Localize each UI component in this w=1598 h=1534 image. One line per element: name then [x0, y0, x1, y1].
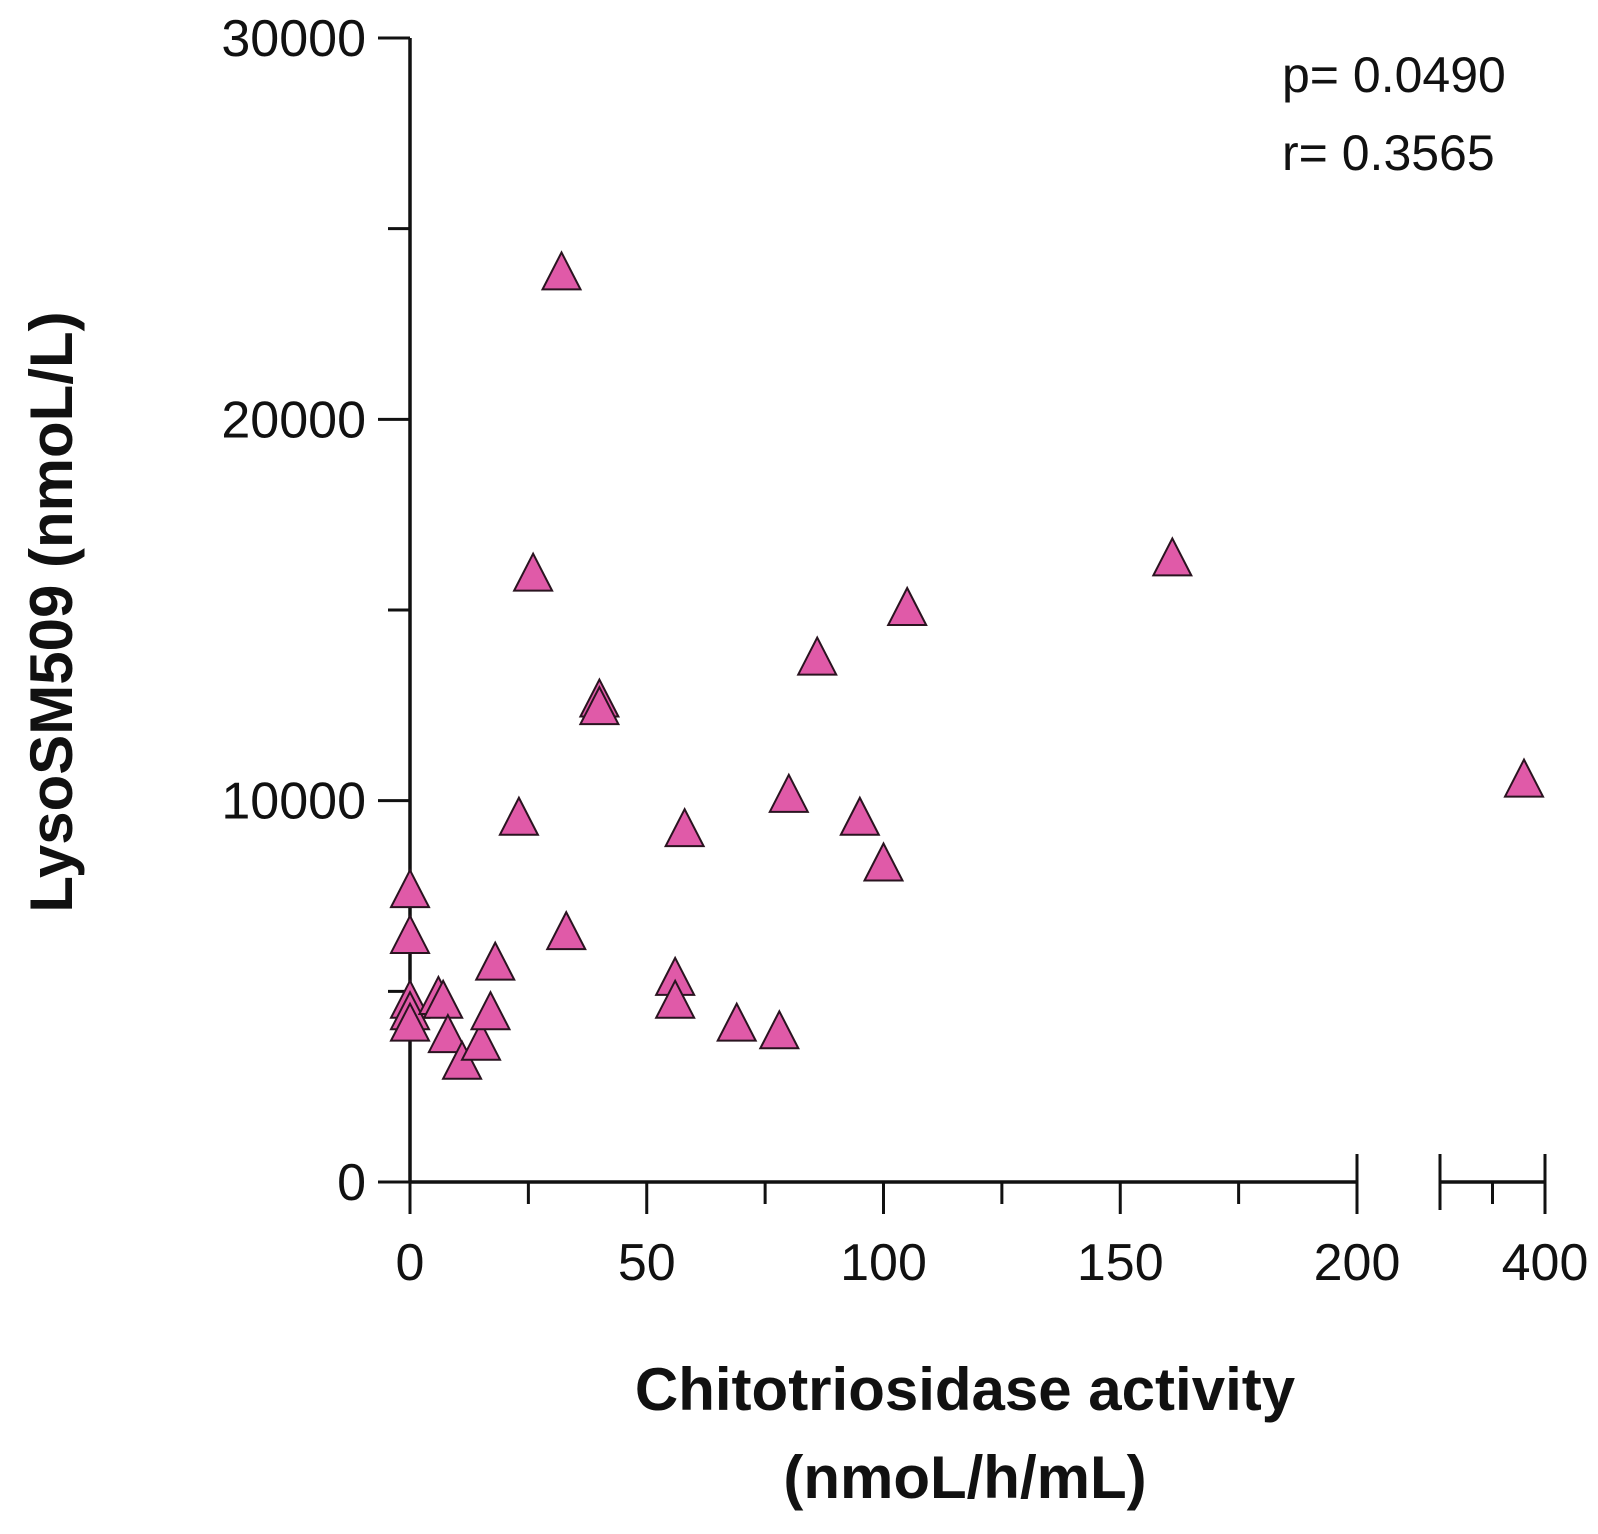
data-point-triangle — [460, 1020, 502, 1061]
data-point-triangle — [1503, 757, 1545, 798]
data-point-triangle — [498, 795, 540, 836]
data-point-triangle — [545, 909, 587, 951]
data-point-triangle — [886, 585, 928, 626]
y-axis-title: LysoSM509 (nmoL/L) — [18, 311, 85, 912]
data-point-triangle — [716, 1001, 758, 1042]
data-point-triangle — [540, 250, 583, 291]
x-tick-label: 150 — [1077, 1234, 1164, 1292]
y-tick-label: 30000 — [221, 10, 366, 68]
x-axis-title-line2: (nmoL/h/mL) — [783, 1444, 1146, 1511]
data-point-triangle — [663, 806, 706, 848]
data-point-triangle — [758, 1009, 800, 1050]
data-point-triangle — [389, 913, 431, 954]
r-value-annotation: r= 0.3565 — [1282, 125, 1495, 181]
x-tick-label: 200 — [1314, 1234, 1401, 1292]
y-axis: 0 10000 20000 30000 — [221, 10, 412, 1212]
p-value-annotation: p= 0.0490 — [1282, 47, 1506, 103]
x-axis: 0 50 100 150 200 400 — [396, 1154, 1589, 1292]
data-point-triangle — [768, 772, 810, 813]
data-point-triangle — [578, 684, 621, 726]
data-point-triangle — [427, 1012, 469, 1054]
data-points — [389, 250, 1545, 1080]
y-tick-label: 10000 — [221, 773, 366, 831]
data-point-triangle — [389, 867, 431, 909]
data-point-triangle — [796, 635, 838, 676]
data-point-triangle — [839, 795, 881, 836]
x-tick-label: 50 — [618, 1234, 676, 1292]
data-point-triangle — [422, 978, 464, 1019]
data-point-triangle — [469, 990, 512, 1031]
y-tick-label: 20000 — [221, 391, 366, 449]
data-point-triangle — [474, 940, 516, 981]
data-point-triangle — [654, 978, 696, 1019]
data-point-triangle — [862, 841, 905, 882]
data-point-triangle — [512, 551, 554, 592]
x-tick-label: 400 — [1502, 1234, 1589, 1292]
data-point-triangle — [1151, 536, 1193, 577]
y-tick-label: 0 — [337, 1154, 366, 1212]
x-axis-title-line1: Chitotriosidase activity — [635, 1356, 1296, 1423]
x-tick-label: 100 — [840, 1234, 927, 1292]
data-point-triangle — [389, 1001, 431, 1042]
x-tick-label: 0 — [396, 1234, 425, 1292]
